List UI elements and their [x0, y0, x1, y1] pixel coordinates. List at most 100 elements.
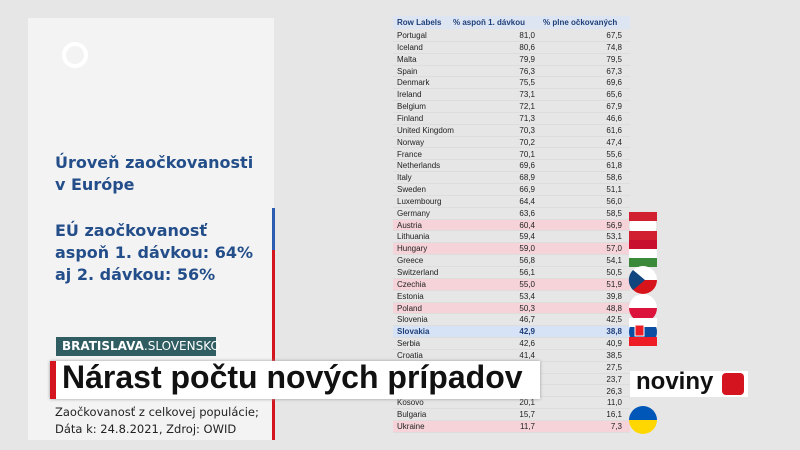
table-row: France 70,1 55,6 [393, 149, 630, 161]
table-row: Serbia 42,6 40,9 [393, 338, 630, 350]
cell: 79,5 [606, 54, 622, 64]
flag-slovakia [629, 318, 657, 346]
header: Row Labels [397, 18, 442, 27]
cell: Croatia [397, 350, 423, 360]
cell: 70,1 [519, 149, 535, 159]
flag-hungary [629, 240, 657, 267]
note: Zaočkovanosť z celkovej populácie; Dáta k… [55, 404, 259, 438]
panel-stats: EÚ zaočkovanosť aspoň 1. dávkou: 64% aj 2.… [55, 220, 253, 286]
cell: 40,9 [606, 339, 622, 349]
cell: Switzerland [397, 268, 439, 277]
cell: 73,1 [519, 90, 535, 100]
cell: 56,1 [519, 268, 535, 277]
cell: United Kingdom [397, 125, 454, 135]
table-row: Kosovo 20,1 11,0 [393, 397, 630, 410]
text: Dáta k: 24.8.2021, Zdroj: OWID [55, 422, 237, 436]
table-row: Slovenia 46,7 42,5 [393, 314, 630, 327]
cell: 67,5 [606, 31, 622, 40]
table-row: Malta 79,9 79,5 [393, 54, 630, 66]
cell: 20,1 [519, 398, 535, 408]
cell: 11,0 [607, 398, 622, 408]
cell: 26,3 [606, 386, 622, 396]
cell: Ireland [397, 90, 422, 100]
cell: 81,0 [519, 31, 535, 40]
cell: 16,1 [606, 410, 622, 420]
cell: 38,5 [606, 350, 622, 360]
cell: 72,1 [519, 102, 535, 112]
table-row: Denmark 75,5 69,6 [393, 77, 630, 90]
cell: 60,4 [519, 220, 535, 230]
cell: 11,7 [520, 422, 535, 432]
cell: 54,1 [606, 256, 622, 266]
table-row: Bulgaria 15,7 16,1 [393, 409, 630, 422]
cell: 47,4 [606, 137, 622, 147]
cell: 59,0 [519, 244, 535, 254]
table-row: Hungary 59,0 57,0 [393, 243, 630, 256]
headline: Nárast počtu nových prípadov [62, 359, 523, 395]
logo [62, 42, 88, 68]
cell: 57,0 [606, 244, 622, 254]
cell: 55,0 [519, 279, 535, 289]
cell: Malta [397, 54, 417, 64]
cell: 42,6 [519, 339, 535, 349]
flag-poland [629, 294, 657, 322]
cell: Italy [397, 173, 412, 183]
table-row: Germany 63,6 58,5 [393, 208, 630, 220]
cell: 61,8 [606, 161, 622, 171]
text: EÚ zaočkovanosť [55, 221, 208, 240]
cell: 70,2 [519, 137, 535, 147]
cell: 69,6 [606, 78, 622, 88]
cell: 80,6 [519, 42, 535, 52]
table-row: Iceland 80,6 74,8 [393, 42, 630, 54]
text: aspoň 1. dávkou: 64% [55, 243, 254, 262]
cell: Finland [397, 113, 424, 123]
cell: Lithuania [397, 232, 430, 242]
cell: 59,4 [519, 232, 535, 242]
table-row: Estonia 53,4 39,8 [393, 291, 630, 303]
headline-bar [50, 361, 540, 399]
cell: Denmark [397, 78, 430, 88]
stripe [272, 250, 275, 440]
cell: 69,6 [519, 161, 535, 171]
cell: Belgium [397, 102, 426, 112]
flags [628, 211, 658, 434]
location: .SLOVENSKO [143, 339, 220, 353]
cell: 61,6 [606, 125, 622, 135]
cell: 79,9 [519, 54, 535, 64]
cell: 7,3 [610, 422, 622, 432]
table-row: Lithuania 59,4 53,1 [393, 231, 630, 244]
cell: 41,4 [519, 350, 535, 360]
cell: Ukraine [397, 422, 425, 432]
cell: 74,8 [606, 42, 622, 52]
table-header: Row Labels % aspoň 1. dávkou % plne očko… [393, 16, 630, 29]
cell: Iceland [397, 42, 423, 52]
cell: Hungary [397, 244, 428, 254]
text: v Európe [55, 175, 135, 194]
cell: Luxembourg [397, 196, 442, 206]
cell: Bulgaria [397, 410, 427, 420]
table-row: Portugal 81,0 67,5 [393, 30, 630, 42]
cell: 71,3 [519, 113, 535, 123]
table-row: Switzerland 56,1 50,5 [393, 267, 630, 279]
header: % aspoň 1. dávkou [453, 18, 526, 27]
table-row: Czechia 55,0 51,9 [393, 278, 630, 291]
flag-ukraine [629, 406, 657, 434]
cell: 66,9 [519, 185, 535, 195]
table-row: Sweden 66,9 51,1 [393, 184, 630, 196]
cell: 27,5 [606, 362, 622, 372]
stripe [272, 208, 275, 250]
cell: Sweden [397, 185, 426, 195]
table-row: Belgium 72,1 67,9 [393, 101, 630, 113]
cell: 51,9 [606, 279, 622, 289]
location-box: BRATISLAVA.SLOVENSKO [56, 337, 220, 356]
cell: 75,5 [519, 78, 535, 88]
accent [50, 361, 56, 399]
brand: noviny [636, 368, 714, 395]
cell: 56,9 [606, 220, 622, 230]
table-row: Ukraine 11,7 7,3 [393, 421, 630, 433]
location: BRATISLAVA [62, 339, 144, 353]
table-row: Norway 70,2 47,4 [393, 137, 630, 149]
cell: 23,7 [606, 374, 622, 384]
cell: 39,8 [606, 291, 622, 301]
